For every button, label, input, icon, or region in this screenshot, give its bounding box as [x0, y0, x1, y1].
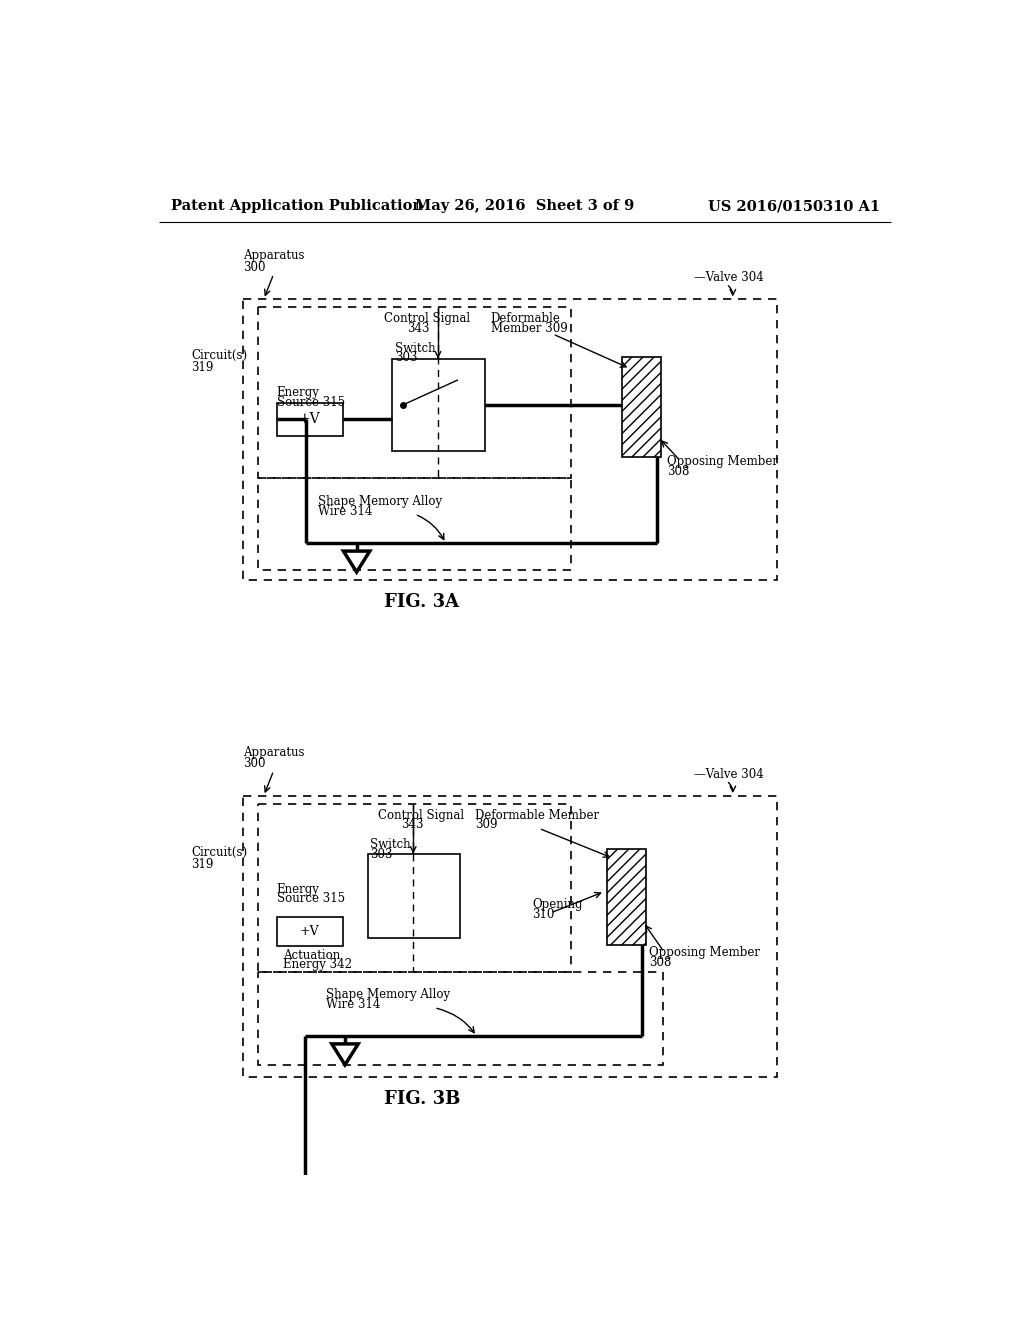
Polygon shape — [343, 552, 370, 572]
Text: Circuit(s): Circuit(s) — [191, 350, 248, 363]
Bar — [607, 849, 646, 945]
Text: Patent Application Publication: Patent Application Publication — [171, 199, 423, 213]
Text: Deformable Member: Deformable Member — [475, 809, 599, 822]
Text: 300: 300 — [243, 758, 265, 771]
Text: Deformable: Deformable — [490, 313, 560, 326]
Text: 319: 319 — [191, 360, 214, 374]
Text: 343: 343 — [401, 818, 424, 832]
Polygon shape — [332, 1044, 358, 1065]
Bar — [258, 478, 571, 570]
Text: 319: 319 — [191, 858, 214, 871]
Text: +V: +V — [300, 925, 319, 939]
Text: Switch: Switch — [395, 342, 436, 355]
Text: Wire 314: Wire 314 — [326, 998, 380, 1011]
Text: 308: 308 — [667, 465, 689, 478]
Text: —Valve 304: —Valve 304 — [693, 271, 764, 284]
Text: Source 315: Source 315 — [276, 892, 345, 906]
Text: —Valve 304: —Valve 304 — [693, 768, 764, 781]
Text: Control Signal: Control Signal — [384, 313, 470, 326]
Text: Opposing Member: Opposing Member — [667, 455, 777, 467]
Text: Energy 342: Energy 342 — [283, 958, 352, 972]
Text: Apparatus: Apparatus — [243, 746, 304, 759]
Text: Energy: Energy — [276, 883, 319, 896]
Bar — [369, 854, 460, 939]
Text: Energy: Energy — [276, 387, 319, 400]
Text: Wire 314: Wire 314 — [317, 506, 373, 517]
Text: FIG. 3B: FIG. 3B — [384, 1090, 460, 1107]
Bar — [258, 804, 571, 973]
Text: Control Signal: Control Signal — [378, 809, 465, 822]
Text: 300: 300 — [243, 261, 265, 273]
Text: Member 309: Member 309 — [490, 322, 567, 335]
Text: 308: 308 — [649, 956, 671, 969]
Text: Switch: Switch — [370, 838, 411, 851]
Text: 309: 309 — [475, 818, 498, 832]
Bar — [258, 308, 571, 478]
Text: Shape Memory Alloy: Shape Memory Alloy — [317, 495, 442, 508]
Text: Opposing Member: Opposing Member — [649, 946, 760, 960]
Text: 310: 310 — [532, 908, 555, 920]
Text: Circuit(s): Circuit(s) — [191, 846, 248, 859]
Bar — [276, 404, 343, 436]
Text: 303: 303 — [395, 351, 418, 364]
Bar — [243, 796, 777, 1077]
Text: 343: 343 — [407, 322, 429, 335]
Text: +V: +V — [299, 412, 321, 426]
Text: 303: 303 — [370, 847, 392, 861]
Text: May 26, 2016  Sheet 3 of 9: May 26, 2016 Sheet 3 of 9 — [415, 199, 635, 213]
Text: Apparatus: Apparatus — [243, 249, 304, 263]
Text: Shape Memory Alloy: Shape Memory Alloy — [326, 989, 450, 1002]
Text: US 2016/0150310 A1: US 2016/0150310 A1 — [708, 199, 880, 213]
Bar — [243, 300, 777, 581]
Bar — [258, 973, 663, 1065]
Bar — [276, 917, 343, 946]
Bar — [623, 358, 662, 457]
Text: Opening: Opening — [532, 898, 583, 911]
Text: Source 315: Source 315 — [276, 396, 345, 409]
Text: FIG. 3A: FIG. 3A — [384, 594, 459, 611]
Text: Actuation: Actuation — [283, 949, 340, 962]
Bar — [391, 359, 484, 451]
